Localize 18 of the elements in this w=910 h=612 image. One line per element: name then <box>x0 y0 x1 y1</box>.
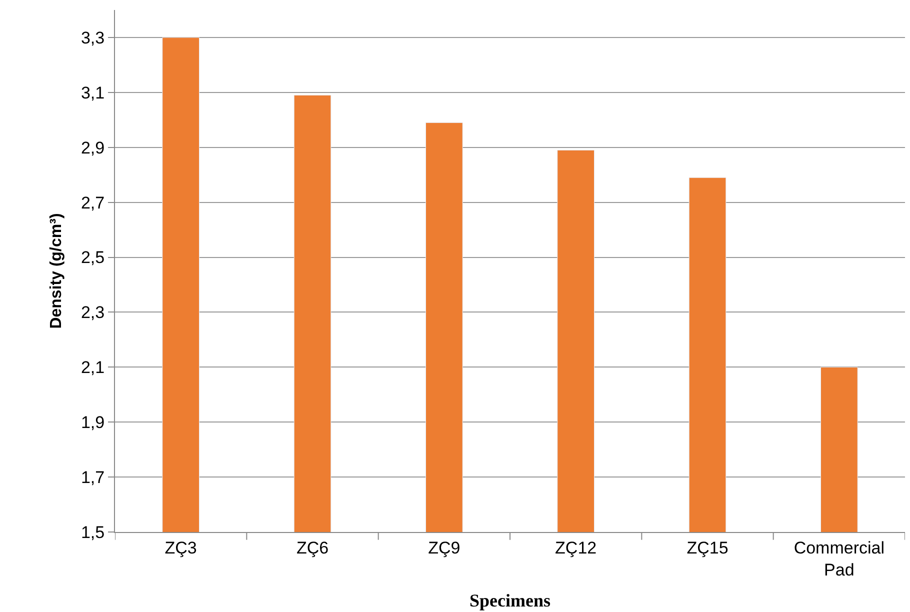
y-tick-label: 1,5 <box>80 522 105 542</box>
y-tick-label: 2,3 <box>80 303 105 322</box>
x-tick-label: ZÇ6 <box>296 538 329 558</box>
x-tick-label: ZÇ9 <box>428 538 460 558</box>
y-tick-label: 2,7 <box>80 193 105 212</box>
x-tick-label: ZÇ12 <box>555 538 597 558</box>
y-axis-title: Density (g/cm³) <box>48 213 65 329</box>
x-axis-title: Specimens <box>470 590 550 611</box>
x-tick-label: Commercial Pad <box>794 538 885 580</box>
y-tick-label: 1,7 <box>80 468 105 487</box>
y-tick-label: 2,1 <box>80 358 105 378</box>
y-tick-label: 2,9 <box>80 138 105 158</box>
y-tick-label: 2,5 <box>80 248 105 268</box>
x-tick-label: ZÇ3 <box>164 538 197 558</box>
y-tick-label: 3,3 <box>80 28 105 48</box>
y-tick-label: 1,9 <box>80 413 105 432</box>
x-tick-label: ZÇ15 <box>686 538 728 558</box>
y-tick-label: 3,1 <box>80 83 105 102</box>
